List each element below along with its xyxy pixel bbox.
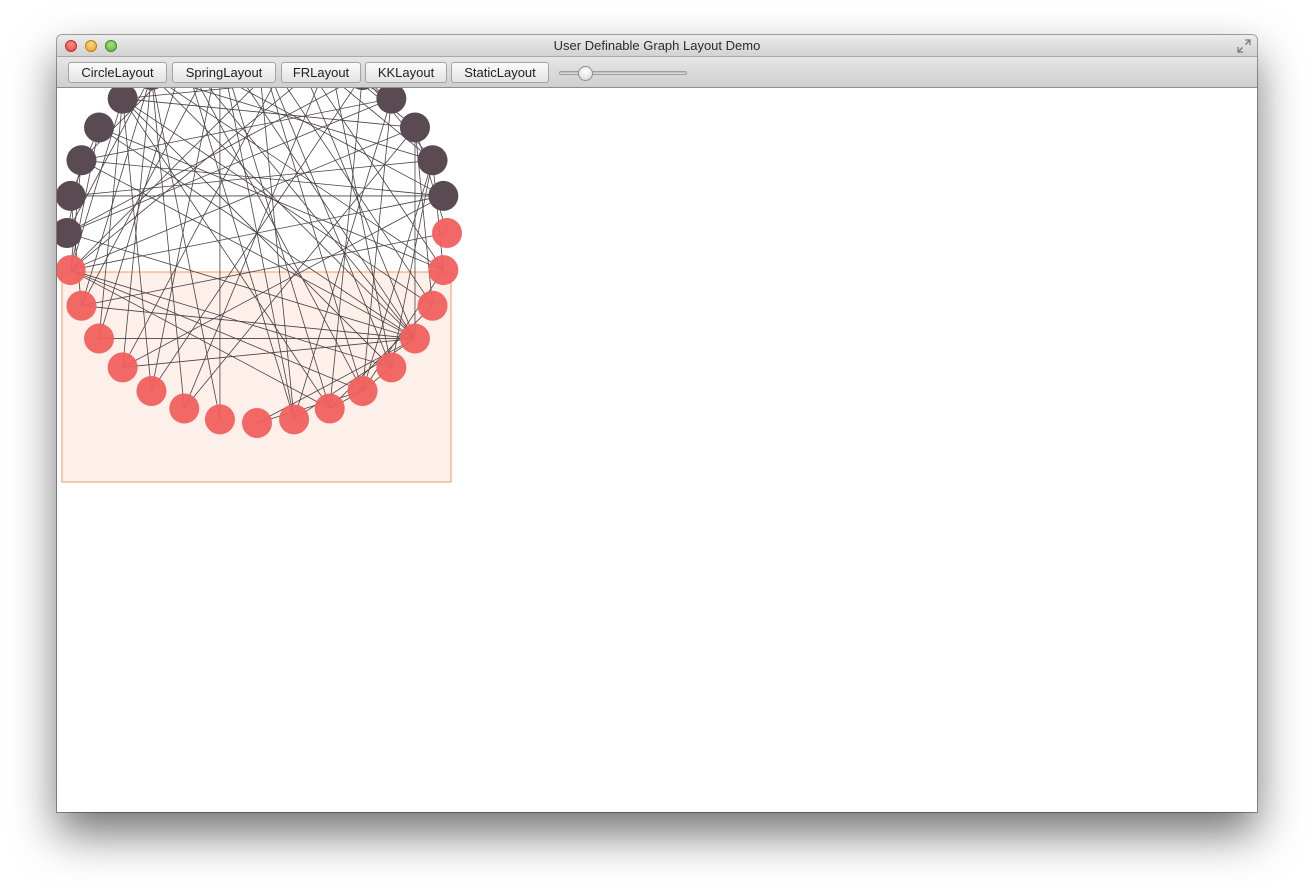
graph-edge <box>151 74 416 339</box>
graph-edge <box>183 127 416 409</box>
graph-view[interactable] <box>57 35 1257 812</box>
graph-edge <box>98 98 124 339</box>
minimize-window-button[interactable] <box>85 40 97 52</box>
graph-edge <box>122 195 444 368</box>
graph-node-selected[interactable] <box>204 404 235 435</box>
graph-edge <box>66 98 392 234</box>
window-title: User Definable Graph Layout Demo <box>553 38 761 53</box>
graph-node[interactable] <box>66 145 97 176</box>
graph-edge <box>122 74 152 368</box>
graph-edge <box>432 160 444 271</box>
graph-node[interactable] <box>57 218 82 248</box>
nodes-layer <box>57 35 462 438</box>
app-window: User Definable Graph Layout Demo CircleL… <box>57 35 1257 812</box>
graph-node-selected[interactable] <box>314 393 345 424</box>
graph-node-selected[interactable] <box>279 404 310 435</box>
graph-edge <box>98 57 185 339</box>
graph-node-selected[interactable] <box>242 408 272 438</box>
graph-edge <box>122 74 363 100</box>
graph-node-selected[interactable] <box>136 375 167 406</box>
graph-edge <box>329 57 392 368</box>
graph-node-selected[interactable] <box>417 290 448 321</box>
graph-node-selected[interactable] <box>107 352 138 383</box>
graph-edge <box>151 46 221 392</box>
graph-canvas[interactable] <box>57 35 1257 812</box>
graph-node[interactable] <box>57 180 86 211</box>
graph-node-selected[interactable] <box>399 323 430 354</box>
graph-node-selected[interactable] <box>376 352 407 383</box>
graph-edge <box>219 46 416 339</box>
graph-edge <box>362 160 433 392</box>
graph-node[interactable] <box>376 83 407 114</box>
graph-node-selected[interactable] <box>66 290 97 321</box>
graph-edge <box>183 57 331 409</box>
close-window-button[interactable] <box>65 40 77 52</box>
graph-edge <box>151 74 433 161</box>
graph-edge <box>81 305 416 339</box>
graph-edge <box>151 74 185 409</box>
graph-edge <box>66 232 416 339</box>
graph-node[interactable] <box>84 112 115 143</box>
graph-edge <box>70 57 330 271</box>
graph-edge <box>70 127 416 271</box>
graph-node[interactable] <box>136 60 167 91</box>
graph-node-selected[interactable] <box>57 255 86 286</box>
graph-edge <box>256 390 363 424</box>
graph-edge <box>70 195 82 306</box>
graph-edge <box>81 159 444 197</box>
layout-slider-thumb[interactable] <box>578 66 594 81</box>
graph-node[interactable] <box>107 83 138 114</box>
graph-edge <box>122 98 152 392</box>
graph-edge <box>256 42 363 392</box>
spring-layout-button[interactable]: SpringLayout <box>172 62 276 83</box>
graph-edge <box>66 74 363 234</box>
graph-edge <box>122 98 331 409</box>
fr-layout-button[interactable]: FRLayout <box>281 62 361 83</box>
graph-edge <box>183 57 363 392</box>
graph-edge <box>122 98 416 128</box>
graph-edge <box>329 74 363 409</box>
toolbar: CircleLayout SpringLayout FRLayout KKLay… <box>57 57 1257 88</box>
graph-edge <box>362 98 392 392</box>
graph-node-selected[interactable] <box>169 393 200 424</box>
graph-edge <box>70 159 433 197</box>
title-bar[interactable]: User Definable Graph Layout Demo <box>57 35 1257 57</box>
static-layout-button[interactable]: StaticLayout <box>451 62 549 83</box>
graph-edge <box>70 160 82 271</box>
graph-edge <box>81 46 221 306</box>
graph-edge <box>183 57 295 420</box>
graph-node[interactable] <box>399 112 430 143</box>
zoom-window-button[interactable] <box>105 40 117 52</box>
graph-edge <box>81 232 448 307</box>
graph-node-selected[interactable] <box>428 255 459 286</box>
graph-edge <box>81 74 152 306</box>
edges-layer <box>66 42 448 424</box>
graph-edge <box>70 269 392 368</box>
layout-slider-track[interactable] <box>559 71 687 75</box>
graph-node-selected[interactable] <box>84 323 115 354</box>
graph-edge <box>81 159 416 339</box>
graph-edge <box>70 269 330 409</box>
graph-node[interactable] <box>428 180 459 211</box>
graph-edge <box>122 338 416 368</box>
graph-edge <box>151 74 221 420</box>
circle-layout-button[interactable]: CircleLayout <box>68 62 167 83</box>
graph-edge <box>122 46 295 368</box>
kk-layout-button[interactable]: KKLayout <box>365 62 447 83</box>
graph-edge <box>390 160 433 368</box>
graph-edge <box>256 42 392 368</box>
graph-node-selected[interactable] <box>347 375 378 406</box>
graph-node[interactable] <box>417 145 448 176</box>
graph-edge <box>293 98 392 420</box>
fullscreen-icon[interactable] <box>1237 39 1251 53</box>
graph-node-selected[interactable] <box>432 218 462 248</box>
graph-edge <box>293 46 416 339</box>
